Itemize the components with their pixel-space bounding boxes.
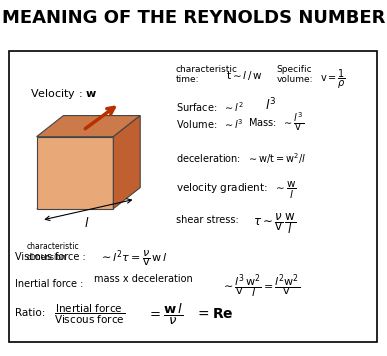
Text: $= \dfrac{\mathbf{w}\,\mathit{l}}{\nu}$: $= \dfrac{\mathbf{w}\,\mathit{l}}{\nu}$ [147, 302, 183, 327]
Text: $\mathrm{t} \sim \mathit{l}\,/\,\mathrm{w}$: $\mathrm{t} \sim \mathit{l}\,/\,\mathrm{… [226, 69, 262, 83]
Text: Specific
volume:: Specific volume: [277, 65, 313, 84]
Text: Mass:  $\sim \dfrac{\mathit{l}^3}{\mathrm{v}}$: Mass: $\sim \dfrac{\mathit{l}^3}{\mathrm… [248, 110, 304, 133]
Text: characteristic
time:: characteristic time: [176, 65, 238, 84]
Text: $\mathit{l}$: $\mathit{l}$ [84, 216, 89, 230]
Text: shear stress:: shear stress: [176, 215, 238, 225]
Text: characteristic
dimension: characteristic dimension [27, 242, 80, 262]
Text: Volume:  $\sim \mathit{l}^3$: Volume: $\sim \mathit{l}^3$ [176, 117, 243, 131]
Polygon shape [36, 116, 140, 137]
Text: deceleration:  $\sim \mathrm{w/t} = \mathrm{w}^2/\mathit{l}$: deceleration: $\sim \mathrm{w/t} = \math… [176, 151, 306, 166]
Text: Velocity : $\mathbf{w}$: Velocity : $\mathbf{w}$ [30, 87, 97, 101]
Text: $\mathit{l}^3$: $\mathit{l}^3$ [265, 96, 276, 113]
Polygon shape [36, 137, 113, 209]
Text: MEANING OF THE REYNOLDS NUMBER: MEANING OF THE REYNOLDS NUMBER [2, 9, 385, 27]
Text: $\dfrac{\mathrm{Inertial\ force}}{\mathrm{Viscous\ force}}$: $\dfrac{\mathrm{Inertial\ force}}{\mathr… [54, 303, 125, 326]
Text: Inertial force :: Inertial force : [15, 279, 84, 289]
Polygon shape [113, 116, 140, 209]
Text: $\sim \mathit{l}^2\tau = \dfrac{\nu}{\mathrm{v}}\,\mathrm{w}\,\mathit{l}$: $\sim \mathit{l}^2\tau = \dfrac{\nu}{\ma… [99, 249, 168, 269]
Text: velocity gradient:  $\sim \dfrac{\mathrm{w}}{\mathit{l}}$: velocity gradient: $\sim \dfrac{\mathrm{… [176, 180, 296, 201]
Text: Viscous force :: Viscous force : [15, 252, 86, 262]
Text: $= \mathbf{Re}$: $= \mathbf{Re}$ [195, 307, 233, 321]
Text: Surface:  $\sim \mathit{l}^2$: Surface: $\sim \mathit{l}^2$ [176, 100, 243, 114]
Text: $\sim \dfrac{\mathit{l}^3}{\mathrm{v}}\dfrac{\mathrm{w}^2}{\mathit{l}} = \dfrac{: $\sim \dfrac{\mathit{l}^3}{\mathrm{v}}\d… [221, 273, 300, 301]
Text: mass x deceleration: mass x deceleration [94, 274, 193, 284]
Text: Ratio:: Ratio: [15, 308, 46, 318]
Text: $\tau \sim \dfrac{\nu}{\mathrm{v}}\,\dfrac{\mathrm{w}}{\mathit{l}}$: $\tau \sim \dfrac{\nu}{\mathrm{v}}\,\dfr… [253, 211, 296, 236]
Text: $\mathrm{v} = \dfrac{1}{\rho}$: $\mathrm{v} = \dfrac{1}{\rho}$ [320, 68, 346, 91]
